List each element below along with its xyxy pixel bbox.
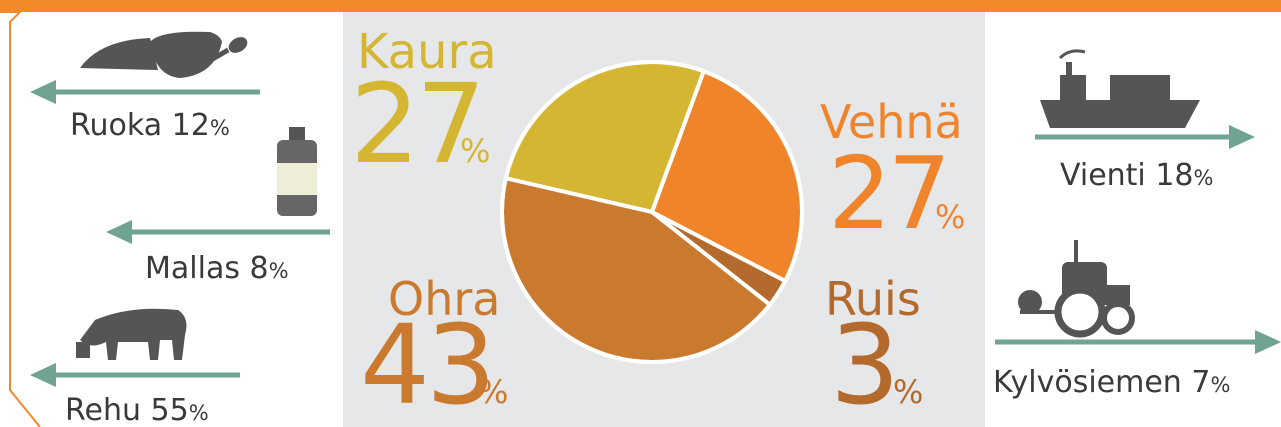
use-unit: % [1210, 373, 1230, 397]
icon-food [80, 31, 248, 78]
slice-unit: % [893, 373, 923, 411]
use-name: Ruoka [70, 108, 162, 143]
use-unit: % [269, 259, 289, 283]
use-unit: % [1194, 166, 1214, 190]
use-name: Rehu [65, 393, 141, 427]
slice-value: 27 [350, 60, 482, 188]
use-value: 7 [1191, 365, 1210, 400]
use-name: Vienti [1060, 158, 1146, 193]
slice-value: 27 [828, 135, 947, 252]
slice-value: 3 [830, 301, 896, 427]
slice-name: Vehnä [820, 95, 963, 149]
icon-bottle [277, 127, 317, 216]
use-value: 12 [172, 108, 210, 143]
arrows [30, 80, 1281, 387]
slice-name: Ohra [388, 272, 500, 326]
slice-name: Ruis [825, 272, 921, 326]
use-label: Kylvösiemen 7% [993, 365, 1230, 400]
slice-unit: % [460, 132, 490, 170]
use-label: Mallas 8% [145, 251, 289, 286]
top-bar [0, 0, 1281, 12]
use-label: Vienti 18% [1060, 158, 1213, 193]
use-name: Kylvösiemen [993, 365, 1182, 400]
icon-tractor [1018, 240, 1135, 338]
icon-cow [76, 308, 187, 360]
use-label: Ruoka 12% [70, 108, 230, 143]
use-unit: % [189, 401, 209, 425]
icon-ship [1040, 49, 1200, 128]
use-name: Mallas [145, 251, 240, 286]
use-value: 55 [151, 393, 189, 427]
use-unit: % [210, 116, 230, 140]
slice-unit: % [935, 198, 965, 236]
slice-unit: % [478, 373, 508, 411]
slice-value: 43 [360, 301, 492, 427]
pie [500, 60, 804, 364]
use-value: 18 [1155, 158, 1193, 193]
use-value: 8 [250, 251, 269, 286]
slice-name: Kaura [357, 24, 497, 80]
frame-line [0, 11, 41, 427]
use-label: Rehu 55% [65, 393, 209, 427]
pie-outline [500, 60, 804, 364]
